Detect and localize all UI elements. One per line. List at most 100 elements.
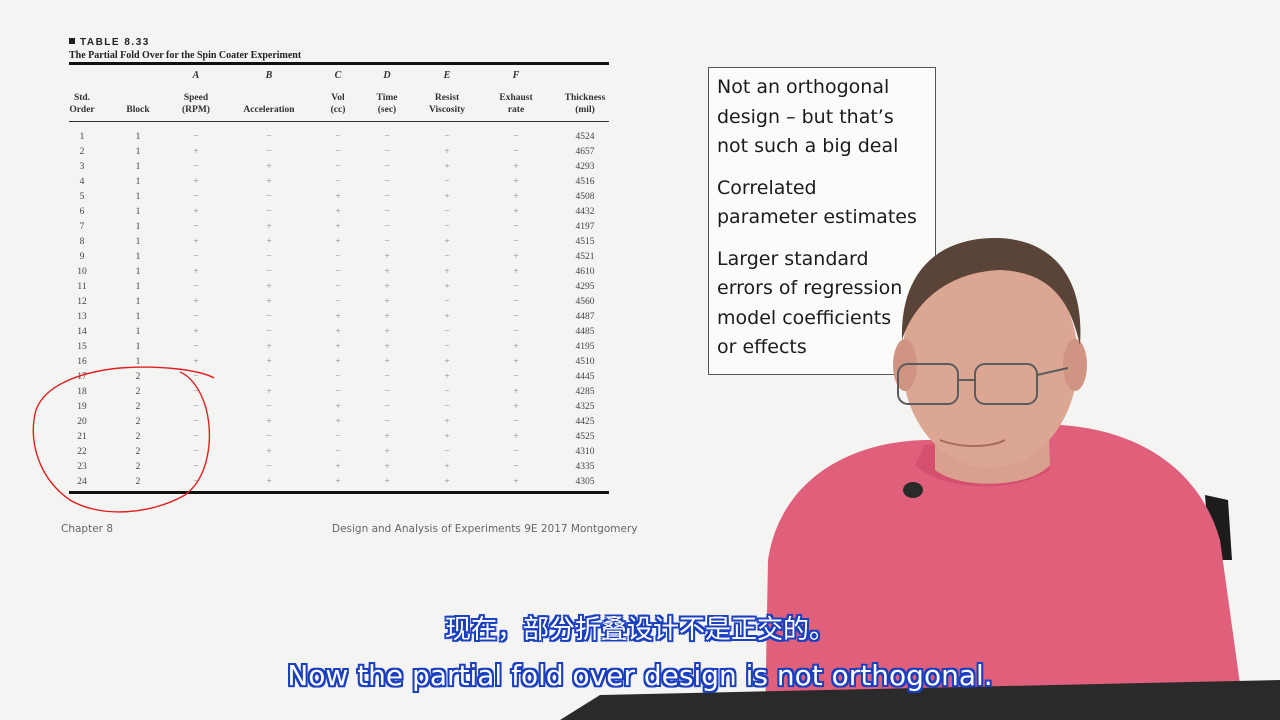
table-cell: + [193,237,199,247]
table-cell: + [513,357,519,367]
table-cell: − [444,132,450,142]
table-cell: 4295 [575,282,595,292]
table-cell: + [193,177,199,187]
table-cell: 1 [135,357,141,367]
table-cell: − [513,282,519,292]
table-cell: 4285 [575,387,595,397]
table-cell: 22 [77,447,87,457]
table-cell: − [384,237,390,247]
table-cell: + [444,357,450,367]
column-header-line: Time [376,93,398,103]
table-cell: + [513,207,519,217]
table-cell: + [384,282,390,292]
table-cell: 4487 [575,312,595,322]
table-cell: − [513,147,519,157]
table-cell: − [266,192,272,202]
table-cell: + [444,462,450,472]
table-cell: + [513,342,519,352]
column-header-line: Viscosity [428,105,466,115]
table-cell: − [444,402,450,412]
table-cell: + [384,477,390,487]
table-number: TABLE 8.33 [69,37,609,48]
table-bottom-rule [69,491,609,494]
table-cell: + [513,387,519,397]
column-header-line: Order [69,105,95,115]
table-cell: + [513,267,519,277]
factor-letter-d: D [383,70,391,81]
table-cell: − [384,147,390,157]
table-cell: + [266,222,272,232]
table-cell: − [513,222,519,232]
table-cell: − [384,222,390,232]
column-header-line: (cc) [330,105,346,115]
table-cell: 23 [77,462,87,472]
table-cell: 19 [77,402,87,412]
table-cell: + [266,477,272,487]
table-cell: − [193,192,199,202]
table-cell: + [335,192,341,202]
table-cell: 4195 [575,342,595,352]
table-cell: − [335,252,341,262]
table-cell: 7 [79,222,85,232]
table-cell: − [444,207,450,217]
column-header-line: Speed [183,93,209,103]
factor-letter-e: E [443,70,451,81]
table-cell: 1 [135,147,141,157]
table-cell: − [335,162,341,172]
table-cell: + [335,357,341,367]
table-cell: + [513,252,519,262]
table-cell: − [513,327,519,337]
table-cell: + [513,402,519,412]
table-cell: 4310 [575,447,595,457]
table-cell: − [266,267,272,277]
column-header: Acceleration [234,104,304,116]
column-header: Std. Order [47,92,117,116]
table-cell: 14 [77,327,87,337]
column-header-line: Acceleration [243,105,295,115]
table-cell: − [266,132,272,142]
table-cell: + [266,417,272,427]
table-cell: − [513,312,519,322]
table-cell: + [193,297,199,307]
table-cell: + [384,297,390,307]
table-cell: + [335,417,341,427]
table-cell: 15 [77,342,87,352]
table-cell: − [444,387,450,397]
table-cell: − [193,447,199,457]
table-cell: + [335,477,341,487]
column-header-line: Exhaust [499,93,533,103]
table-cell: − [335,132,341,142]
table-cell: 24 [77,477,87,487]
table-cell: 10 [77,267,87,277]
table-cell: + [193,147,199,157]
table-cell: 2 [135,462,141,472]
table-cell: 1 [135,177,141,187]
table-cell: − [193,342,199,352]
table-cell: + [193,357,199,367]
table-cell: − [335,282,341,292]
table-cell: − [193,402,199,412]
table-cell: + [335,222,341,232]
table-cell: 4325 [575,402,595,412]
table-cell: − [384,162,390,172]
table-cell: 21 [77,432,87,442]
table-cell: 4525 [575,432,595,442]
table-cell: − [444,327,450,337]
table-cell: − [444,297,450,307]
table-cell: 4515 [575,237,595,247]
table-cell: + [513,477,519,487]
table-cell: 4510 [575,357,595,367]
table-cell: + [193,207,199,217]
table-cell: − [513,447,519,457]
table-cell: − [513,417,519,427]
table-cell: + [335,207,341,217]
table-cell: + [266,342,272,352]
column-header: Exhaust rate [481,92,551,116]
table-cell: − [384,372,390,382]
table-cell: + [444,192,450,202]
table-cell: 2 [79,147,85,157]
column-header: Thickness (mil) [550,92,620,116]
table-cell: − [193,432,199,442]
